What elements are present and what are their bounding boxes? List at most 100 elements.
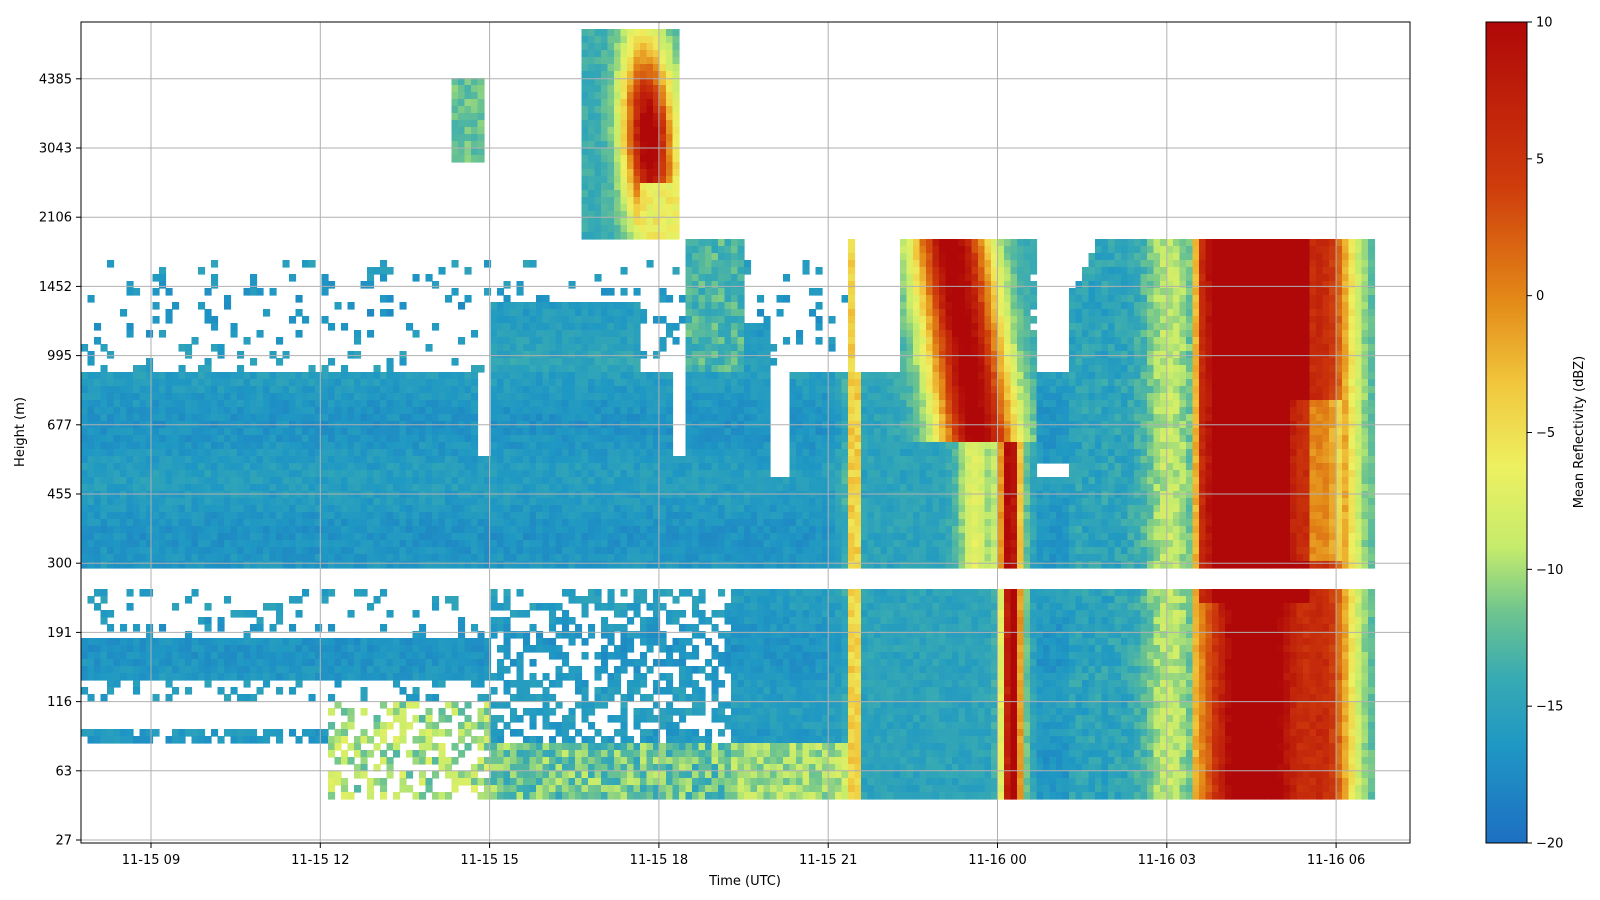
heatmap-cell [510,323,518,331]
heatmap-cell [614,316,622,324]
heatmap-cell [562,428,570,436]
heatmap-cell [490,414,498,422]
heatmap-cell [438,540,446,548]
heatmap-cell [367,407,375,415]
heatmap-cell [672,323,680,331]
heatmap-cell [672,708,680,716]
heatmap-cell [399,673,407,681]
heatmap-cell [471,785,479,793]
heatmap-cell [211,673,219,681]
heatmap-cell [633,57,641,65]
heatmap-cell [178,533,186,541]
heatmap-cell [146,624,154,632]
heatmap-cell [640,162,648,170]
heatmap-cell [659,743,667,751]
heatmap-cell [692,295,700,303]
heatmap-cell [692,400,700,408]
heatmap-cell [510,484,518,492]
heatmap-cell [250,435,258,443]
heatmap-cell [399,729,407,737]
heatmap-cell [503,785,511,793]
heatmap-cell [237,638,245,646]
heatmap-cell [185,533,193,541]
heatmap-cell [523,533,531,541]
heatmap-cell [594,120,602,128]
heatmap-cell [380,274,388,282]
heatmap-cell [172,498,180,506]
heatmap-cell [198,666,206,674]
heatmap-cell [386,379,394,387]
heatmap-cell [399,659,407,667]
heatmap-cell [588,197,596,205]
heatmap-cell [178,505,186,513]
heatmap-cell [594,43,602,51]
heatmap-cell [120,309,128,317]
heatmap-cell [146,407,154,415]
heatmap-cell [81,428,89,436]
heatmap-cell [250,484,258,492]
heatmap-cell [653,64,661,72]
heatmap-cell [451,673,459,681]
heatmap-cell [438,547,446,555]
heatmap-cell [282,463,290,471]
heatmap-cell [607,323,615,331]
heatmap-cell [477,120,485,128]
heatmap-cell [542,785,550,793]
heatmap-cell [172,526,180,534]
heatmap-cell [152,414,160,422]
heatmap-cell [653,547,661,555]
heatmap-cell [276,477,284,485]
heatmap-cell [646,540,654,548]
heatmap-cell [607,694,615,702]
heatmap-cell [113,456,121,464]
heatmap-cell [692,463,700,471]
heatmap-cell [120,673,128,681]
heatmap-cell [393,547,401,555]
heatmap-cell [588,36,596,44]
heatmap-cell [581,463,589,471]
heatmap-cell [328,519,336,527]
heatmap-cell [471,155,479,163]
heatmap-cell [601,288,609,296]
heatmap-cell [360,687,368,695]
heatmap-cell [620,498,628,506]
heatmap-cell [172,673,180,681]
heatmap-cell [633,337,641,345]
heatmap-cell [490,449,498,457]
heatmap-cell [367,414,375,422]
heatmap-cell [250,694,258,702]
heatmap-cell [627,64,635,72]
heatmap-cell [633,78,641,86]
heatmap-cell [568,778,576,786]
heatmap-cell [315,498,323,506]
heatmap-cell [614,92,622,100]
heatmap-cell [100,540,108,548]
heatmap-cell [152,547,160,555]
heatmap-cell [269,659,277,667]
heatmap-cell [679,547,687,555]
heatmap-cell [497,673,505,681]
heatmap-cell [367,491,375,499]
heatmap-cell [659,659,667,667]
heatmap-cell [139,638,147,646]
heatmap-cell [458,113,466,121]
heatmap-cell [653,141,661,149]
heatmap-cell [87,666,95,674]
heatmap-cell [692,281,700,289]
heatmap-cell [627,645,635,653]
heatmap-cell [477,631,485,639]
heatmap-cell [321,442,329,450]
heatmap-cell [399,687,407,695]
heatmap-cell [562,463,570,471]
heatmap-cell [510,512,518,520]
heatmap-cell [425,393,433,401]
heatmap-cell [633,631,641,639]
heatmap-cell [146,456,154,464]
heatmap-cell [529,386,537,394]
heatmap-cell [191,484,199,492]
heatmap-cell [438,470,446,478]
heatmap-cell [640,29,648,37]
heatmap-cell [113,372,121,380]
heatmap-cell [672,225,680,233]
heatmap-cell [367,470,375,478]
